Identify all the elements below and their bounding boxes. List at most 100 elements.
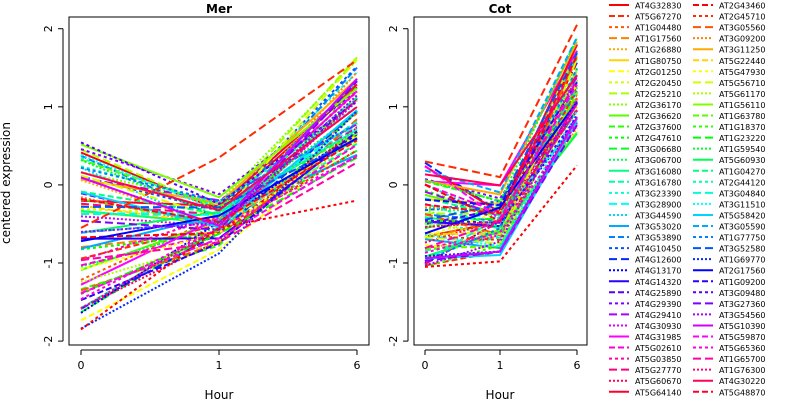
legend-entry: AT3G23390 [635,189,681,198]
x-tick-label: 1 [216,359,223,372]
series-line [424,116,578,260]
legend-entry: AT3G44590 [635,211,681,220]
x-tick-label: 1 [497,359,504,372]
y-tick-label: 1 [387,103,400,110]
series-line [80,199,358,331]
series-line [80,87,358,199]
legend-entry: AT5G60930 [719,156,765,165]
legend-entry: AT5G10390 [719,322,765,331]
series-line [424,88,578,242]
series-line [424,103,578,229]
legend-entry: AT1G23220 [719,134,765,143]
series-line [424,68,578,229]
y-tick-label: -2 [387,336,400,347]
series-line [424,79,578,250]
series-line [80,100,358,205]
legend-entry: AT3G04840 [719,189,765,198]
y-tick-label: -1 [42,258,55,269]
legend-entry: AT2G36170 [635,101,681,110]
legend-entry: AT5G47930 [719,68,765,77]
legend-entry: AT2G36620 [635,112,681,121]
series-line [80,137,358,243]
series-line [424,41,578,196]
panel-title-mer: Mer [206,2,232,16]
legend-entry: AT1G65700 [719,355,765,364]
legend-entry: AT1G09200 [719,278,765,287]
y-tick-label: 0 [42,181,55,188]
legend-entry: AT4G31985 [635,333,681,342]
legend-entry: AT5G60670 [635,377,681,386]
y-tick-label: 1 [42,103,55,110]
legend-entry: AT3G16080 [635,167,681,176]
x-tick-label: 6 [574,359,581,372]
legend-entry: AT4G29390 [635,300,681,309]
legend-entry: AT2G17560 [719,267,765,276]
series-line [80,110,358,330]
legend-entry: AT5G59870 [719,333,765,342]
series-line [80,143,358,267]
legend-entry: AT3G05560 [719,24,765,33]
legend-entry: AT1G63780 [719,112,765,121]
series-line [424,164,578,268]
legend-entry: AT1G04270 [719,167,765,176]
legend-entry: AT3G11510 [719,200,765,209]
series-line [80,155,358,300]
legend-entry: AT1G56110 [719,101,765,110]
legend-entry: AT3G09480 [719,289,765,298]
legend-entry: AT4G13170 [635,267,681,276]
series-line [80,106,358,212]
series-line [424,55,578,215]
legend-entry: AT2G20450 [635,79,681,88]
legend-entry: AT5G03850 [635,355,681,364]
legend-entry: AT4G10450 [635,245,681,254]
series-line [80,112,358,260]
legend-entry: AT1G77750 [719,234,765,243]
legend-entry: AT2G01250 [635,68,681,77]
x-axis-label-mer: Hour [205,388,234,400]
legend-entry: AT5G56710 [719,79,765,88]
legend-entry: AT5G02610 [635,344,681,353]
y-tick-label: 2 [42,25,55,32]
legend-entry: AT5G61170 [719,90,765,99]
legend-entry: AT2G45710 [719,13,765,22]
legend-entry: AT3G28900 [635,200,681,209]
series-line [424,36,578,194]
legend-entry: AT4G14320 [635,278,681,287]
legend-entry: AT3G53020 [635,223,681,232]
legend-entry: AT3G53890 [635,234,681,243]
legend-entry: AT1G26880 [635,46,681,55]
legend-entry: AT5G27770 [635,366,681,375]
series-line [424,114,578,258]
series-line [424,24,578,179]
legend-entry: AT1G18370 [719,123,765,132]
legend-entry: AT1G04480 [635,24,681,33]
series-line [424,109,578,225]
series-line [424,81,578,207]
legend-entry: AT4G30930 [635,322,681,331]
legend-entry: AT3G06700 [635,156,681,165]
series-line [80,59,358,229]
series-line [80,139,358,224]
legend-entry: AT3G09200 [719,35,765,44]
series-line [80,137,358,209]
x-tick-label: 6 [354,359,361,372]
series-line [80,122,358,203]
legend-entry: AT1G59540 [719,145,765,154]
legend-entry: AT5G22440 [719,57,765,66]
legend: AT4G32830 AT5G67270 AT1G04480 AT1G17560 AT1G… [609,2,765,397]
legend-entry: AT4G25890 [635,289,681,298]
series-line [80,58,358,219]
series-line [80,79,358,234]
legend-entry: AT1G17560 [635,35,681,44]
legend-entry: AT1G80750 [635,57,681,66]
plot-frame [413,16,588,346]
panel-cot: Cot Hour 0 1 6 -2 -1 0 1 2 [387,2,588,400]
x-tick-label: 0 [78,359,85,372]
legend-entry: AT1G76300 [719,366,765,375]
legend-entry: AT3G06680 [635,145,681,154]
series-line [424,122,578,254]
legend-entry: AT3G16780 [635,178,681,187]
legend-entry: AT5G48870 [719,388,765,397]
legend-entry: AT2G44120 [719,178,765,187]
legend-entry: AT4G12600 [635,256,681,265]
